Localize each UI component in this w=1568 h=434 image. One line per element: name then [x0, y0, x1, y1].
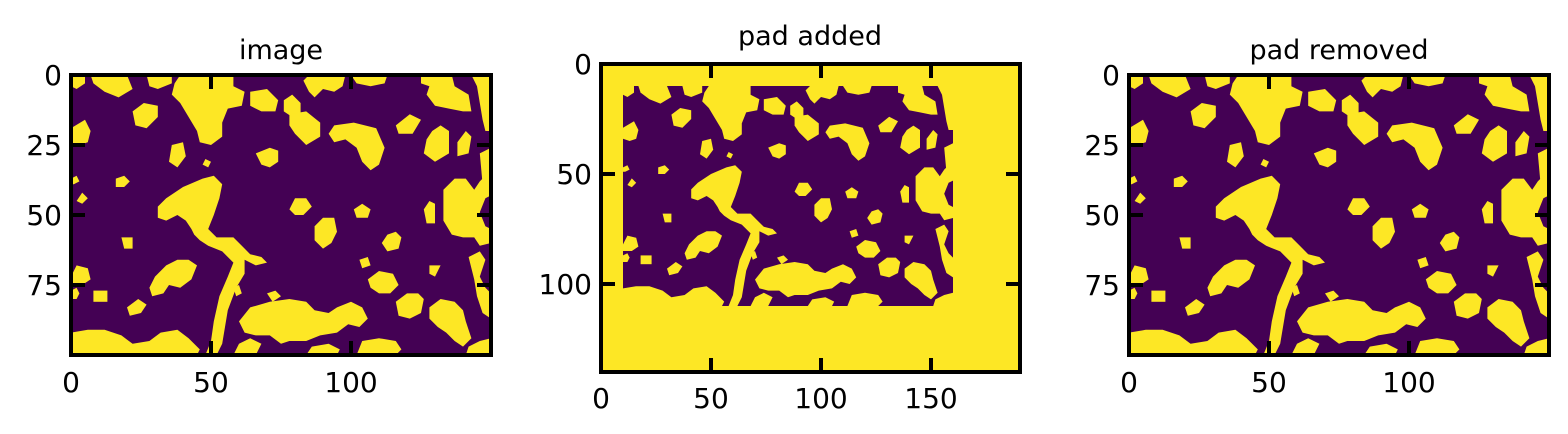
panel-title-pad-removed: pad removed: [1249, 35, 1428, 66]
x-tick-label: 50: [1251, 366, 1287, 399]
x-tick-label: 100: [324, 366, 377, 399]
y-tick-label: 50: [1084, 199, 1120, 232]
y-tick-label: 25: [1084, 129, 1120, 162]
x-tick-label: 0: [592, 382, 610, 415]
x-tick-label: 0: [62, 366, 80, 399]
panel-pad-added: pad added 0 50 100 150 0 50 100: [539, 21, 1022, 415]
axes-frame: [1127, 73, 1551, 357]
x-tick-label: 100: [794, 382, 847, 415]
panel-pad-removed: pad removed 0 50 100 0 25 50 75: [1084, 35, 1551, 399]
y-tick-label: 50: [26, 199, 62, 232]
heatmap-pad-added: [623, 86, 953, 306]
x-tick-label: 100: [1382, 366, 1435, 399]
panel-image: image 0 50 100 0 25 50 75: [26, 35, 493, 399]
panel-title-pad-added: pad added: [738, 21, 882, 52]
y-tick-label: 100: [539, 268, 592, 301]
y-tick-label: 0: [44, 59, 62, 92]
x-tick-label: 50: [193, 366, 229, 399]
heatmap-image: [71, 75, 491, 355]
y-tick-label: 25: [26, 129, 62, 162]
y-tick-label: 75: [1084, 269, 1120, 302]
axes-frame: [599, 62, 1022, 374]
x-tick-label: 0: [1120, 366, 1138, 399]
panel-title-image: image: [239, 35, 323, 66]
y-tick-label: 0: [1102, 59, 1120, 92]
x-tick-label: 150: [904, 382, 957, 415]
axes-frame: [69, 73, 493, 357]
y-tick-label: 75: [26, 269, 62, 302]
heatmap-pad-removed: [1129, 75, 1549, 355]
y-tick-label: 50: [556, 158, 592, 191]
y-tick-label: 0: [574, 48, 592, 81]
x-tick-label: 50: [693, 382, 729, 415]
